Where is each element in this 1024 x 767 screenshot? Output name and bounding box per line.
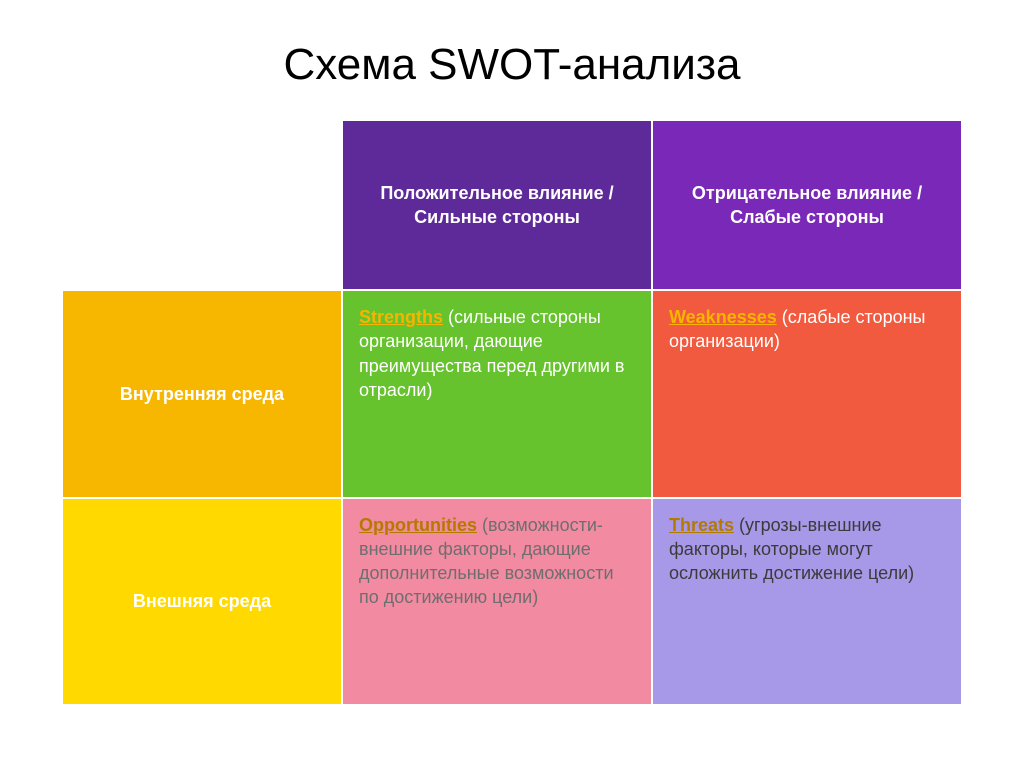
opportunities-keyword: Opportunities [359,515,477,535]
cell-weaknesses: Weaknesses (слабые стороны организации) [652,290,962,498]
cell-threats: Threats (угрозы-внешние факторы, которые… [652,498,962,706]
strengths-keyword: Strengths [359,307,443,327]
row-header-external-label: Внешняя среда [133,589,271,613]
col-header-positive: Положительное влияние / Сильные стороны [342,120,652,290]
blank-corner-cell [62,120,342,290]
row-header-internal-label: Внутренняя среда [120,382,284,406]
col-header-negative-label: Отрицательное влияние / Слабые стороны [669,181,945,230]
swot-grid: Положительное влияние / Сильные стороны … [60,118,964,707]
strengths-content: Strengths (сильные стороны организации, … [359,305,635,402]
weaknesses-keyword: Weaknesses [669,307,777,327]
weaknesses-content: Weaknesses (слабые стороны организации) [669,305,945,354]
col-header-negative: Отрицательное влияние / Слабые стороны [652,120,962,290]
cell-strengths: Strengths (сильные стороны организации, … [342,290,652,498]
threats-content: Threats (угрозы-внешние факторы, которые… [669,513,945,586]
cell-opportunities: Opportunities (возможности-внешние факто… [342,498,652,706]
page-title: Схема SWOT-анализа [60,40,964,90]
row-header-external: Внешняя среда [62,498,342,706]
row-header-internal: Внутренняя среда [62,290,342,498]
opportunities-content: Opportunities (возможности-внешние факто… [359,513,635,610]
col-header-positive-label: Положительное влияние / Сильные стороны [359,181,635,230]
threats-keyword: Threats [669,515,734,535]
